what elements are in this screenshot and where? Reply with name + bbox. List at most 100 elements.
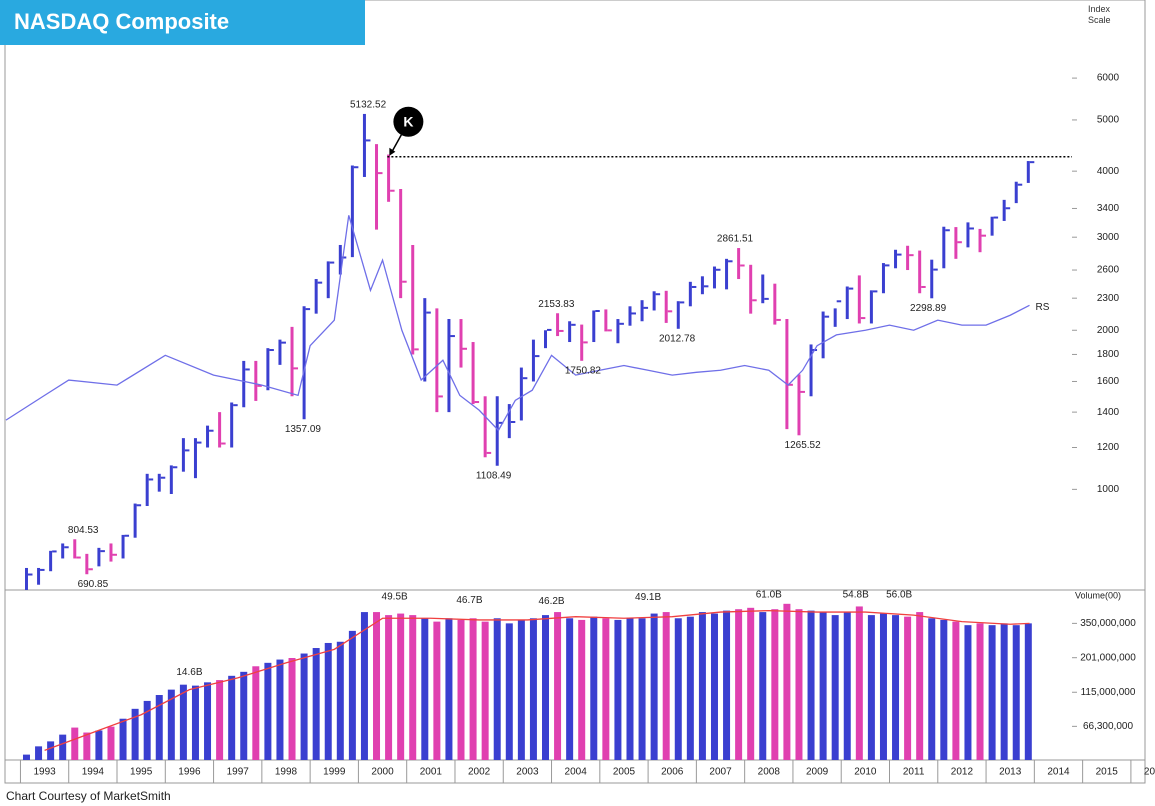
volume-bar <box>264 662 272 760</box>
chart-frame <box>4 0 1146 784</box>
data-label: 2153.83 <box>538 299 575 310</box>
volume-label: 49.5B <box>382 592 408 603</box>
data-label: 5132.52 <box>350 100 387 111</box>
x-tick-label: 2015 <box>1096 767 1119 778</box>
volume-bar <box>505 623 513 760</box>
y-tick-label: 2600 <box>1097 265 1120 276</box>
volume-bar <box>252 666 260 760</box>
x-tick-label: 2007 <box>709 767 732 778</box>
volume-bar <box>1012 625 1020 760</box>
y-tick-label: 115,000,000 <box>1081 687 1136 698</box>
volume-bar <box>312 648 320 760</box>
volume-bar <box>71 727 79 760</box>
volume-bar <box>421 618 429 760</box>
x-tick-label: 2001 <box>420 767 443 778</box>
volume-average <box>44 609 1030 751</box>
annotation-arrow <box>390 134 403 154</box>
volume-bar <box>831 615 839 760</box>
volume-bar <box>35 746 43 760</box>
title-box <box>0 0 365 45</box>
volume-bar <box>529 618 537 760</box>
rs-label: RS <box>1036 302 1050 313</box>
x-tick-label: 2009 <box>806 767 829 778</box>
y-tick-label: 2000 <box>1097 325 1120 336</box>
x-tick-label: 1997 <box>227 767 250 778</box>
x-tick-label: 2000 <box>371 767 394 778</box>
x-tick-label: 2013 <box>999 767 1022 778</box>
data-label: 690.85 <box>78 579 109 590</box>
volume-bar <box>83 732 91 760</box>
volume-bar <box>602 618 610 760</box>
volume-bar <box>409 615 417 760</box>
volume-bar <box>686 616 694 760</box>
y-tick-label: 3000 <box>1097 232 1120 243</box>
volume-bar <box>626 618 634 760</box>
volume-bar <box>517 619 525 760</box>
y-tick-label: 1000 <box>1097 484 1120 495</box>
volume-bar <box>469 618 477 760</box>
y-tick-label: 201,000,000 <box>1080 652 1136 663</box>
volume-bar <box>771 609 779 760</box>
volume-bar <box>940 619 948 760</box>
y-tick-label: 1200 <box>1097 442 1120 453</box>
y-tick-label: 4000 <box>1097 166 1120 177</box>
volume-bar <box>47 741 55 760</box>
data-label: 1750.82 <box>565 365 602 376</box>
volume-bar <box>143 700 151 760</box>
x-tick-label: 2014 <box>1047 767 1070 778</box>
volume-bar <box>662 612 670 760</box>
x-tick-label: 2006 <box>661 767 684 778</box>
volume-bar <box>155 695 163 760</box>
x-tick-label: 1998 <box>275 767 298 778</box>
volume-label: 61.0B <box>756 590 782 601</box>
volume-bar <box>916 612 924 760</box>
volume-bar <box>167 689 175 760</box>
volume-bar <box>493 618 501 760</box>
x-tick-label: 2002 <box>468 767 491 778</box>
chart-title: NASDAQ Composite <box>14 9 229 34</box>
volume-bar <box>1000 623 1008 760</box>
x-tick-label: 2012 <box>951 767 974 778</box>
annotation-label: K <box>403 113 413 129</box>
volume-bar <box>59 734 67 760</box>
volume-bar <box>566 618 574 760</box>
y-tick-label: 3400 <box>1097 203 1120 214</box>
volume-bar <box>131 708 139 760</box>
y-tick-label: 350,000,000 <box>1080 618 1136 629</box>
volume-bar <box>360 612 368 760</box>
volume-bar <box>119 718 127 760</box>
volume-label: 56.0B <box>886 590 912 601</box>
y-tick-label: 2300 <box>1097 293 1120 304</box>
arrow-head <box>389 147 396 156</box>
x-tick-label: 2011 <box>903 767 925 778</box>
volume-bar <box>614 619 622 760</box>
volume-bar <box>300 653 308 760</box>
y-tick-label: 1400 <box>1097 407 1120 418</box>
volume-bar <box>179 684 187 760</box>
volume-bar <box>276 659 284 760</box>
volume-bar <box>928 618 936 760</box>
rs-line <box>5 215 1030 432</box>
volume-bar <box>855 606 863 760</box>
volume-bar <box>650 613 658 760</box>
volume-bar <box>1024 623 1032 760</box>
volume-bar <box>288 658 296 760</box>
volume-bar <box>397 613 405 760</box>
x-tick-label: 1994 <box>82 767 105 778</box>
volume-label: 49.1B <box>635 592 661 603</box>
volume-bar <box>904 616 912 760</box>
volume-bar <box>759 612 767 760</box>
x-tick-label: 1993 <box>33 767 56 778</box>
y-tick-label: 6000 <box>1097 73 1120 84</box>
volume-bar <box>723 610 731 760</box>
volume-bar <box>385 615 393 760</box>
volume-bar <box>216 680 224 760</box>
volume-bar <box>95 730 103 760</box>
volume-bar <box>324 642 332 760</box>
volume-bar <box>976 623 984 760</box>
volume-bar <box>747 607 755 760</box>
volume-bar <box>336 641 344 760</box>
volume-bar <box>542 615 550 760</box>
